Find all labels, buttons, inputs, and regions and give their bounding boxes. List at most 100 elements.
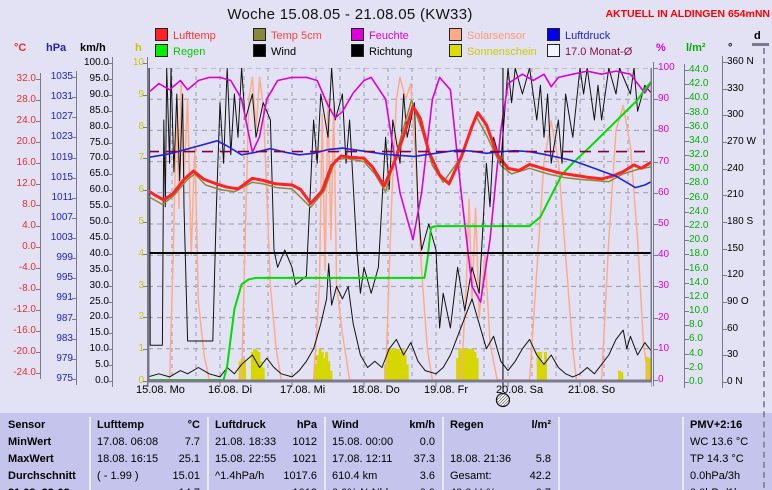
legend-label: Sonnenschein (467, 46, 537, 58)
axis-tick-label: -12.0 (13, 304, 36, 315)
cell-text: ( - 1.99 ) (97, 470, 139, 482)
table-cell: ^1.4hPa/h 1017.6 (207, 468, 324, 485)
axis-tick-mark (72, 358, 76, 360)
axis-tick-mark (143, 285, 147, 287)
sunshine-bar (327, 361, 331, 380)
sunshine-bar (261, 367, 265, 380)
sunshine-bar (242, 359, 246, 380)
axis-tick-mark (723, 328, 727, 330)
table-cell: 15.08. 22:55 1021 (207, 451, 324, 468)
cell-value: 42.2 (529, 470, 551, 482)
sunshine-bar (399, 351, 403, 380)
row-label: MinWert (8, 436, 52, 448)
sunshine-bar (314, 364, 318, 380)
table-header-cell: Lufttemp °C (89, 417, 207, 434)
axis-tick-label: 1019 (50, 151, 73, 163)
axis-tick-label: 1 (138, 343, 144, 355)
cell-text: 21.08. 18:33 (215, 436, 277, 448)
series-feuchte (147, 70, 653, 303)
table-header-cell: Luftdruck hPa (207, 417, 324, 434)
cell-value: 0.7 (536, 485, 551, 490)
axis-tick-mark (654, 380, 658, 381)
table-row: MaxWert 18.08. 16:15 25.1 15.08. 22:55 1021 1… (0, 451, 772, 468)
sunshine-bar (238, 361, 242, 380)
axis-tick-mark (108, 63, 112, 64)
day-label: 15.08. Mo (136, 384, 185, 396)
sunshine-bar (466, 348, 470, 380)
d-axis-top-cap (752, 43, 769, 46)
axis-tick-label: 330 (727, 82, 744, 94)
axis-tick-mark (685, 98, 689, 100)
cell-value: 5.8 (535, 453, 551, 465)
axis-unit-label: ° (728, 42, 733, 54)
table-extra-cell: 0.0hPa/3h (682, 468, 772, 485)
axis-tick-label: 20.0 (89, 311, 109, 323)
location-banner: AKTUELL IN ALDINGEN 654mNN (605, 8, 770, 20)
legend-swatch-icon (351, 28, 364, 41)
axis-tick-label: 0.0 (95, 375, 109, 386)
legend-label: Luftdruck (565, 30, 611, 42)
axis-tick-mark (36, 310, 40, 311)
row-label-cell: 21.08. 23:08 (0, 485, 89, 490)
table-extra-cell: TP 14.3 °C (682, 451, 772, 468)
axis-tick-label: 4.0 (22, 220, 36, 231)
axis-tick-label: 36.0 (689, 120, 709, 132)
row-label: 21.08. 23:08 (8, 485, 70, 490)
axis-tick-mark (685, 197, 689, 199)
row-label-cell: MinWert (0, 434, 89, 451)
series-regen (147, 79, 653, 381)
axis-tick-mark (143, 63, 147, 64)
axis-tick-label: 14.0 (689, 276, 709, 288)
axis-tick-label: 28.0 (16, 94, 36, 105)
legend-swatch-icon (253, 28, 266, 41)
axis-tick-mark (143, 349, 147, 351)
axis-tick-mark (685, 126, 689, 128)
axis-tick-mark (36, 100, 40, 101)
legend-item: Feuchte (351, 28, 409, 42)
table-header-cell: Wind km/h (324, 417, 442, 434)
axis-tick-mark (108, 237, 112, 239)
axis-tick-label: 0 (138, 375, 144, 386)
row-label: Durchschnitt (8, 470, 76, 482)
axis-tick-mark (36, 331, 40, 332)
axis-tick-mark (685, 240, 689, 242)
axis-tick-mark (685, 268, 689, 270)
axis-tick-mark (72, 338, 76, 340)
axis-tick-label: 995 (56, 272, 73, 284)
table-cell (558, 485, 682, 490)
axis-tick-mark (685, 112, 689, 114)
axis-tick-mark (654, 286, 658, 288)
legend-swatch-icon (547, 44, 560, 57)
sunshine-bar (458, 348, 462, 380)
table-row: MinWert 17.08. 06:08 7.7 21.08. 18:33 1012 15… (0, 434, 772, 451)
axis-tick-label: 1027 (50, 111, 73, 123)
axis-tick-mark (72, 97, 76, 99)
sunshine-bar (475, 358, 479, 380)
sunshine-bar (647, 358, 651, 380)
axis-tick-label: 3 (138, 279, 144, 291)
axis-tick-mark (72, 258, 76, 260)
axis-tick-label: 28.0 (689, 177, 709, 189)
axis-tick-mark (108, 285, 112, 287)
axis-tick-mark (723, 88, 727, 90)
cell-value: 15.01 (172, 470, 200, 482)
axis-tick-label: 5 (138, 216, 144, 227)
axis-tick-mark (685, 183, 689, 185)
table-cell: 14.7 (89, 485, 207, 490)
axis-tick-label: 12.0 (16, 178, 36, 189)
cell-text: 15.08. 22:55 (215, 453, 277, 465)
axis-tick-mark (72, 137, 76, 139)
axis-tick-label: 30.0 (89, 279, 109, 291)
axis-tick-mark (143, 190, 147, 192)
legend-swatch-icon (547, 28, 560, 41)
table-header-cell: PMV+2:16 (682, 417, 772, 434)
axis-line (684, 64, 685, 388)
sunshine-bar (405, 364, 409, 380)
cell-value: 1021 (292, 453, 317, 465)
legend-item: Wind (253, 44, 296, 58)
sunshine-bar (403, 355, 407, 380)
series-solarsensor (147, 76, 650, 381)
sunshine-bar (386, 351, 390, 380)
axis-tick-label: 1011 (51, 191, 73, 203)
axis-tick-mark (108, 78, 112, 80)
